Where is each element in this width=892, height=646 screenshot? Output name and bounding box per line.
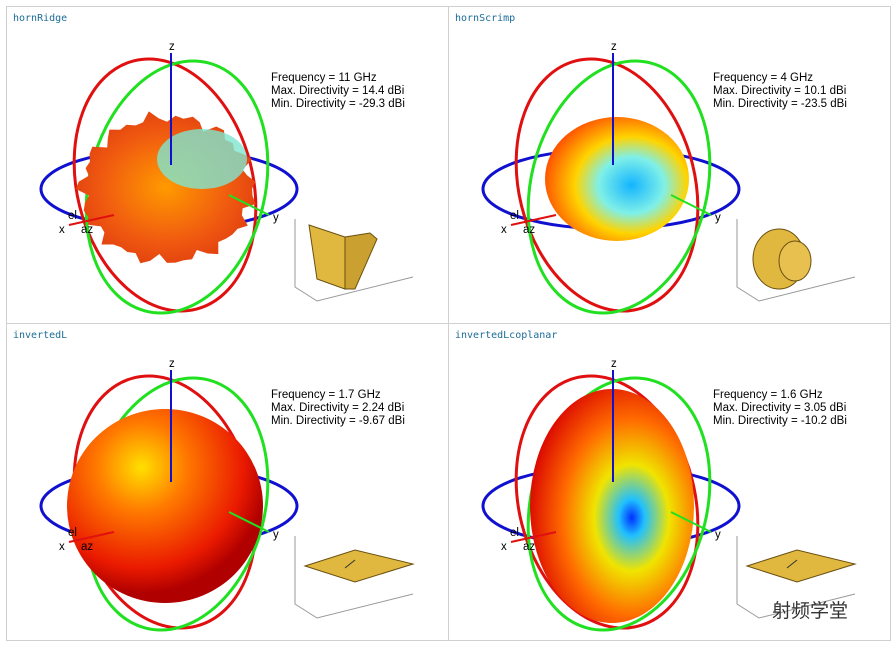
pattern-cell: invertedLcoplanar z y x el az Frequency = 1.6 … [449, 324, 891, 641]
antenna-shape [786, 559, 798, 569]
axis-label: z [611, 41, 617, 53]
cell-title: hornScrimp [455, 13, 516, 24]
pattern-info: Min. Directivity = -29.3 dBi [271, 98, 405, 110]
pattern-info: Min. Directivity = -10.2 dBi [713, 415, 847, 427]
pattern-cell: invertedL z y x el az Frequency = 1.7 GHz Max. … [7, 324, 449, 641]
antenna-shape [344, 232, 378, 290]
elevation-ring [526, 59, 712, 315]
axis-label: y [715, 529, 721, 541]
y-axis [670, 511, 712, 533]
axis-label: az [523, 541, 535, 553]
pattern-info: Frequency = 1.6 GHz [713, 389, 823, 401]
radiation-pattern [545, 117, 689, 241]
axis-label: el [510, 527, 519, 539]
x-axis [68, 531, 115, 543]
antenna-shape [308, 224, 346, 290]
axis-label: z [169, 41, 175, 53]
icon-box [294, 536, 414, 619]
pattern-info: Frequency = 4 GHz [713, 72, 813, 84]
axis-label: y [715, 212, 721, 224]
axis-label: x [501, 541, 507, 553]
y-axis [228, 511, 270, 533]
pattern-info: Min. Directivity = -23.5 dBi [713, 98, 847, 110]
axis-label: az [523, 224, 535, 236]
axis-label: y [273, 212, 279, 224]
axis-label: el [68, 527, 77, 539]
antenna-icon [736, 219, 856, 302]
antenna-icon [294, 219, 414, 302]
antenna-shape [778, 240, 812, 282]
cell-title: invertedL [13, 330, 68, 341]
x-axis [68, 214, 115, 226]
elevation-ring [72, 57, 258, 313]
axis-label: el [68, 210, 77, 222]
axis-label: z [169, 358, 175, 370]
pattern-highlight [157, 129, 247, 189]
axis-label: z [611, 358, 617, 370]
pattern-cell: hornRidge z y x el az Frequency = 11 GHz Max. D… [7, 7, 449, 324]
antenna-shape [745, 549, 857, 583]
axis-label: x [501, 224, 507, 236]
icon-box [294, 219, 414, 302]
watermark: 射频学堂 [772, 600, 849, 622]
radiation-pattern [530, 389, 694, 623]
gallery-grid: hornRidge z y x el az Frequency = 11 GHz Max. D… [6, 6, 891, 641]
antenna-icon [294, 536, 415, 619]
pattern-info: Max. Directivity = 10.1 dBi [713, 85, 846, 97]
y-axis [670, 194, 712, 216]
pattern-info: Max. Directivity = 14.4 dBi [271, 85, 404, 97]
axis-label: x [59, 224, 65, 236]
pattern-cell: hornScrimp z y x el az Frequency = 4 GHz Max. D… [449, 7, 891, 324]
elevation-ring [514, 57, 700, 313]
axis-label: y [273, 529, 279, 541]
icon-box [736, 536, 856, 619]
y-axis [228, 194, 270, 216]
icon-box [736, 219, 856, 302]
axis-label: az [81, 541, 93, 553]
pattern-info: Max. Directivity = 2.24 dBi [271, 402, 404, 414]
antenna-shape [344, 559, 356, 569]
antenna-icon [736, 536, 857, 619]
cell-title: invertedLcoplanar [455, 330, 558, 341]
pattern-info: Frequency = 11 GHz [271, 72, 377, 84]
axis-label: el [510, 210, 519, 222]
radiation-pattern [67, 409, 263, 603]
x-axis [510, 214, 557, 226]
cell-title: hornRidge [13, 13, 68, 24]
antenna-shape [303, 549, 415, 583]
pattern-info: Frequency = 1.7 GHz [271, 389, 381, 401]
pattern-info: Min. Directivity = -9.67 dBi [271, 415, 405, 427]
axis-label: az [81, 224, 93, 236]
pattern-info: Max. Directivity = 3.05 dBi [713, 402, 846, 414]
elevation-ring [514, 374, 700, 630]
x-axis [510, 531, 557, 543]
axis-label: x [59, 541, 65, 553]
